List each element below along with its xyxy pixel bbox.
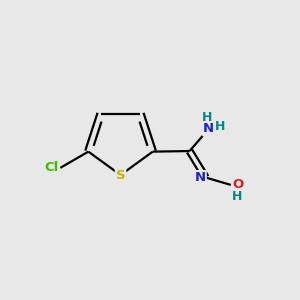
Text: O: O: [232, 178, 244, 191]
Text: N: N: [203, 122, 214, 136]
Text: H: H: [202, 111, 212, 124]
Text: H: H: [215, 119, 225, 133]
Text: Cl: Cl: [45, 161, 59, 174]
Text: H: H: [232, 190, 242, 202]
Text: S: S: [116, 169, 125, 182]
Text: N: N: [195, 171, 206, 184]
